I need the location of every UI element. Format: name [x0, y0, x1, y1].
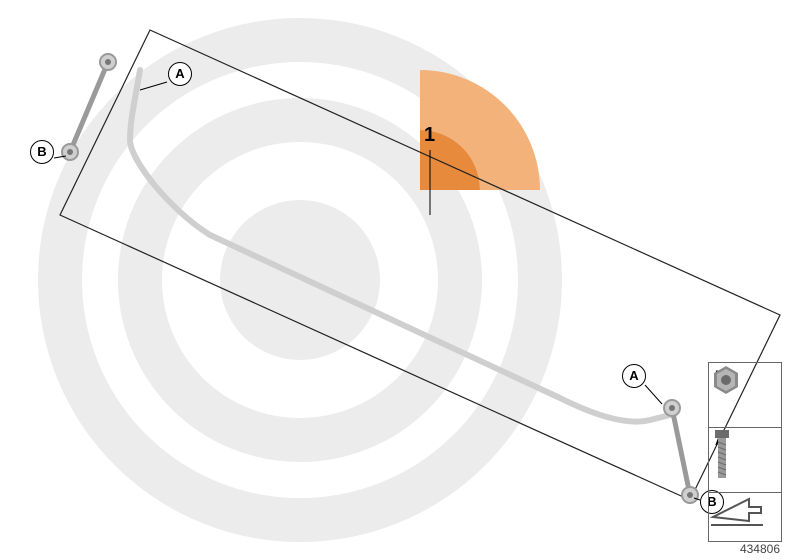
- legend-cell-arrow: [709, 492, 781, 541]
- bolt-icon: [709, 428, 735, 480]
- callout-a-right: A: [622, 364, 646, 388]
- legend-cell-bolt: A: [709, 427, 781, 492]
- nut-icon: [709, 363, 743, 397]
- arrow-icon: [709, 493, 765, 529]
- legend-cell-nut: B: [709, 363, 781, 427]
- drop-link-right: [664, 400, 698, 503]
- callout-a-left: A: [168, 62, 192, 86]
- diagram-canvas: [0, 0, 800, 560]
- legend: B A: [708, 362, 782, 542]
- callout-b-left: B: [30, 140, 54, 164]
- callout-1: 1: [424, 124, 435, 147]
- document-number: 434806: [740, 542, 780, 556]
